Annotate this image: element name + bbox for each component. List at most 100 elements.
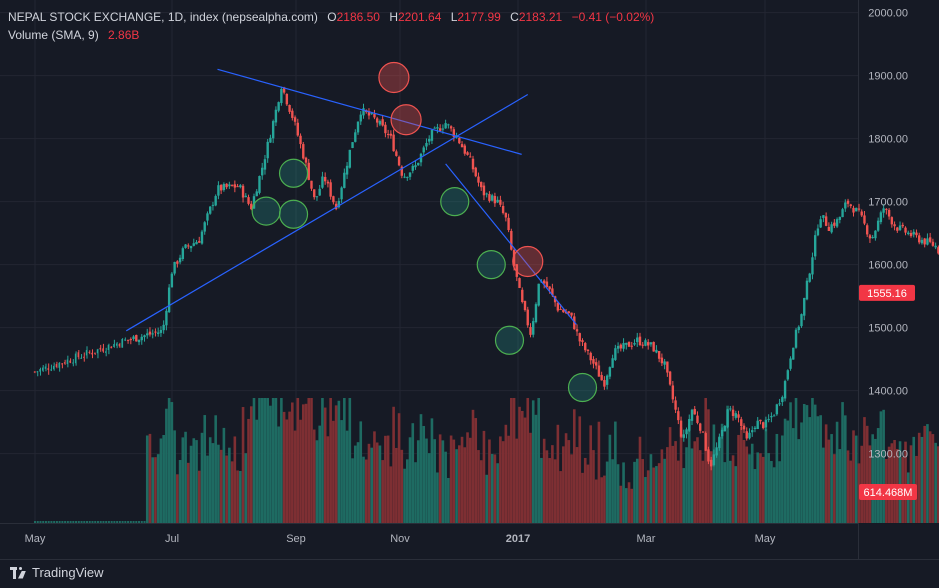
volume-bar	[520, 410, 524, 523]
price-axis[interactable]: 2000.00 1900.00 1800.00 1700.00 1600.00 1500.…	[868, 8, 908, 461]
candle-body	[307, 162, 310, 180]
volume-bar	[871, 434, 874, 523]
candle-body	[800, 314, 803, 327]
volume-bar	[510, 398, 513, 523]
candle-body	[61, 363, 63, 365]
candle-body	[616, 345, 620, 349]
volume-bar	[937, 446, 939, 523]
candle-body	[619, 344, 623, 349]
volume-bar	[720, 423, 724, 523]
candle-body	[504, 212, 508, 218]
tradingview-brand: TradingView	[32, 565, 104, 580]
candle-body	[636, 337, 639, 343]
candle-body	[83, 356, 85, 358]
volume-bar	[649, 454, 653, 523]
candle-body	[682, 434, 685, 438]
candle-body	[63, 362, 66, 364]
candle-body	[173, 261, 176, 274]
volume-bar	[737, 434, 740, 523]
volume-bar	[83, 521, 86, 523]
last-price-label: 1555.16	[867, 288, 907, 300]
volume-bar	[47, 521, 50, 523]
volume-bar	[280, 398, 283, 523]
last-volume-label: 614.468M	[864, 487, 913, 499]
volume-bar	[690, 448, 694, 523]
price-chart[interactable]: 2000.00 1900.00 1800.00 1700.00 1600.00 1500.…	[0, 0, 939, 559]
candle-body	[39, 369, 41, 372]
volume-bar	[241, 407, 245, 523]
candle-body	[808, 273, 811, 282]
candle-body	[707, 449, 710, 462]
candle-body	[460, 144, 464, 148]
time-axis[interactable]: May Jul Sep Nov 2017 Mar May	[25, 533, 776, 545]
drawings	[125, 61, 598, 403]
tradingview-logo[interactable]: TradingView	[10, 565, 104, 580]
volume-bar	[559, 471, 562, 523]
candle-body	[677, 411, 680, 421]
candle-body	[321, 176, 324, 188]
candle-body	[400, 166, 404, 176]
candle-body	[132, 336, 135, 339]
candle-body	[753, 427, 757, 429]
volume-bar	[794, 398, 798, 523]
candle-body	[74, 353, 77, 364]
time-tick-label: Mar	[637, 533, 656, 545]
volume-bar	[173, 430, 176, 523]
volume-bar	[562, 446, 565, 523]
legend-volume-row[interactable]: Volume (SMA, 9) 2.86B	[8, 26, 654, 44]
volume-bar	[310, 398, 313, 523]
candle-body	[280, 88, 283, 104]
candle-body	[135, 335, 138, 342]
candle-body	[668, 371, 672, 385]
volume-bar	[693, 441, 697, 523]
volume-bar	[113, 521, 116, 523]
volume-bar	[249, 406, 253, 523]
volume-bar	[830, 434, 833, 523]
volume-bar	[219, 449, 223, 523]
volume-bar	[239, 470, 242, 523]
volume-bar	[523, 417, 527, 523]
candle-body	[803, 298, 806, 316]
volume-bar	[384, 435, 387, 523]
volume-bar	[433, 439, 436, 523]
candle-body	[575, 329, 579, 332]
volume-bar	[863, 417, 866, 523]
volume-bar	[116, 521, 119, 523]
candle-body	[417, 162, 420, 166]
price-tick-label: 1600.00	[868, 260, 908, 272]
low-label: L	[450, 10, 458, 24]
volume-bar	[485, 474, 488, 523]
candle-body	[219, 184, 223, 191]
volume-bar	[775, 433, 779, 523]
volume-bar	[729, 460, 732, 523]
price-tick-label: 1400.00	[868, 386, 908, 398]
volume-bar	[406, 459, 409, 523]
candle-body	[874, 230, 877, 239]
candle-body	[419, 153, 423, 163]
candle-body	[701, 431, 705, 433]
legend-symbol-row[interactable]: NEPAL STOCK EXCHANGE, 1D, index (nepseal…	[8, 8, 654, 26]
candle-body	[510, 230, 513, 250]
candle-body	[274, 109, 278, 123]
support-circle	[251, 196, 281, 226]
volume-bar	[808, 417, 812, 523]
volume-bar	[750, 443, 754, 523]
candle-body	[151, 333, 154, 335]
volume-bar	[271, 398, 275, 523]
candle-body	[408, 172, 412, 177]
volume-bar	[411, 423, 415, 523]
candle-body	[813, 235, 817, 257]
volume-bar	[77, 521, 80, 523]
volume-bar	[61, 521, 64, 523]
volume-bar	[904, 441, 907, 523]
volume-bar	[625, 488, 628, 523]
volume-bar	[282, 411, 286, 523]
candle-body	[302, 144, 305, 159]
volume-bar	[50, 521, 53, 523]
candle-body	[868, 235, 872, 239]
volume-bar	[767, 453, 770, 523]
candle-body	[690, 409, 694, 421]
volume-bar	[846, 450, 850, 523]
candle-body	[748, 432, 751, 439]
volume-bar	[841, 402, 844, 523]
